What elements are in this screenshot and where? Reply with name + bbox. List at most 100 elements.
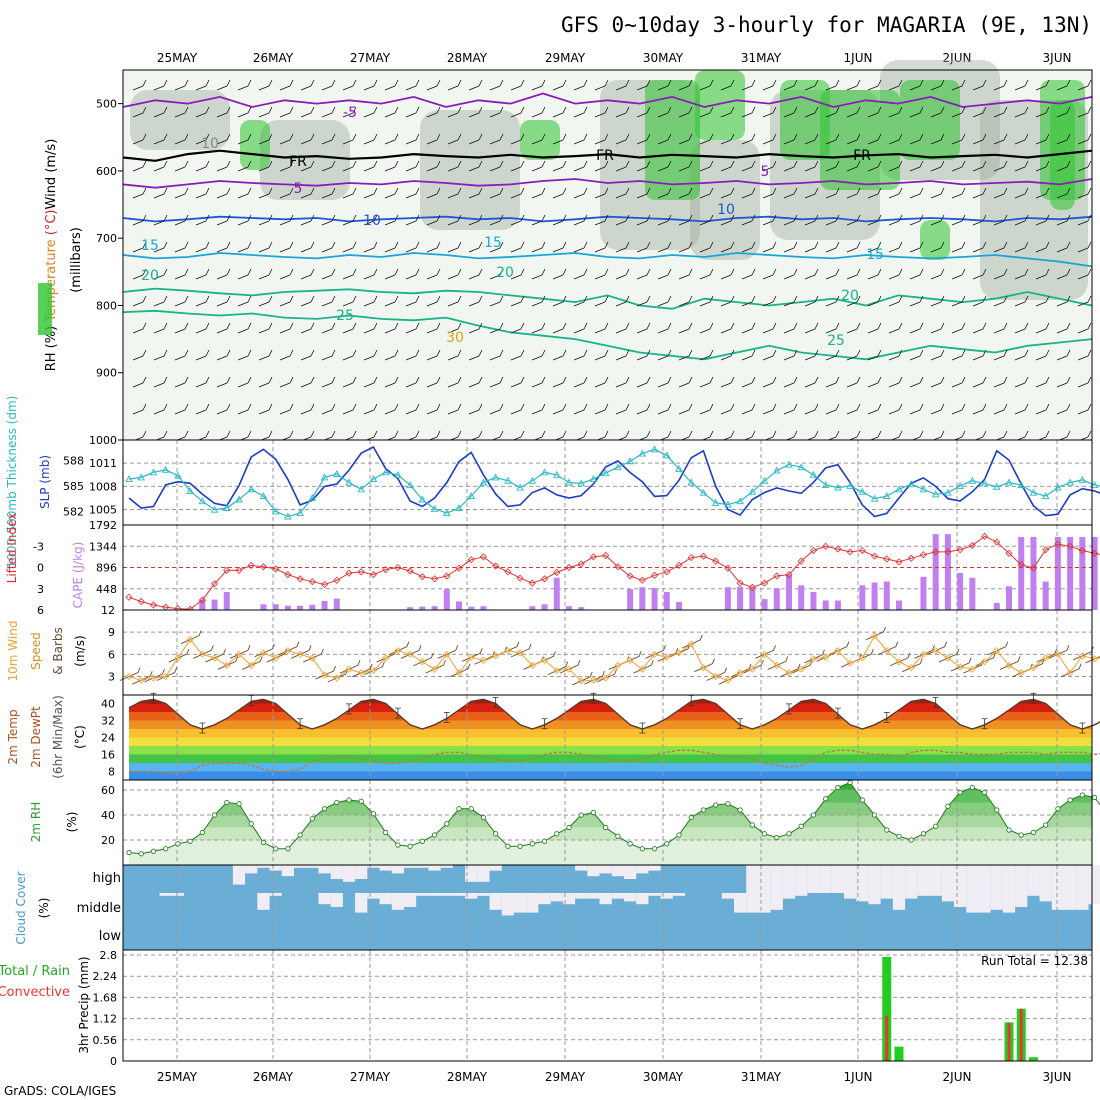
wind-barb xyxy=(972,268,987,280)
temperature-line xyxy=(128,698,1100,730)
clear-sky-cell xyxy=(416,865,429,868)
wind-barb xyxy=(999,656,1021,670)
wind-barb xyxy=(867,241,882,253)
clear-sky-cell xyxy=(978,865,991,893)
cape-bar xyxy=(773,588,780,610)
wind-speed-marker xyxy=(443,650,451,658)
wind-barb xyxy=(237,187,252,199)
clear-sky-cell xyxy=(636,893,649,905)
lifted-index-marker xyxy=(944,548,952,556)
wind-barb xyxy=(153,187,168,199)
wind-barb xyxy=(195,160,210,172)
clear-sky-cell xyxy=(1088,893,1100,905)
wind-barb xyxy=(741,106,756,118)
wind-barb xyxy=(694,658,715,673)
wind-barb xyxy=(972,241,987,253)
wind-speed-marker xyxy=(944,654,952,662)
wind-barb xyxy=(552,349,567,361)
temperature-band xyxy=(129,746,1092,755)
wind-speed-marker xyxy=(846,659,854,667)
clear-sky-cell xyxy=(294,865,307,868)
lifted-index-tick-label: -3 xyxy=(33,540,44,553)
thickness-tick-label: 582 xyxy=(63,505,84,518)
rh-marker xyxy=(199,829,205,836)
wind-barb xyxy=(489,349,504,361)
humidity-shading xyxy=(690,140,760,260)
clear-sky-cell xyxy=(917,865,930,893)
wind-barb xyxy=(699,187,714,199)
wind-barb xyxy=(783,106,798,118)
thickness-marker xyxy=(858,487,867,495)
wind-barb xyxy=(279,214,294,226)
thickness-marker xyxy=(993,482,1001,490)
wind-barb xyxy=(237,403,252,415)
clear-sky-cell xyxy=(440,893,453,896)
wind-barb xyxy=(510,133,525,145)
wind-speed-marker xyxy=(785,669,793,677)
cape-bar xyxy=(822,600,829,610)
thickness-marker xyxy=(821,481,830,488)
wind-barb xyxy=(783,241,798,253)
wind-barb xyxy=(1035,133,1050,145)
clear-sky-cell xyxy=(550,893,563,902)
lifted-index-marker xyxy=(504,568,512,576)
rh-marker xyxy=(639,846,645,852)
contour-label: 15 xyxy=(866,247,884,263)
bottom-date-label: 1JUN xyxy=(844,1070,873,1084)
wind-barb xyxy=(193,645,214,659)
clear-sky-cell xyxy=(844,893,857,899)
cape-bar xyxy=(1006,586,1012,610)
wind-barb xyxy=(174,295,189,307)
wind-barb xyxy=(216,376,231,388)
thickness-marker xyxy=(210,505,219,513)
wind-barb xyxy=(825,349,840,361)
thickness-marker xyxy=(601,469,610,477)
wind-barb xyxy=(468,160,483,172)
thickness-marker xyxy=(333,470,341,477)
wind-barb xyxy=(321,268,336,280)
thickness-marker xyxy=(284,512,292,520)
thickness-marker xyxy=(430,504,439,512)
wind-barb xyxy=(364,661,385,676)
wind-barb xyxy=(510,214,525,226)
top-date-label: 2JUN xyxy=(943,51,972,65)
thickness-line xyxy=(128,448,1100,518)
wind-barb xyxy=(867,403,882,415)
wind-barb xyxy=(930,187,945,199)
wind-barb xyxy=(468,268,483,280)
wind-barb xyxy=(342,322,357,334)
thickness-marker xyxy=(149,468,158,476)
wind-barb xyxy=(909,106,924,118)
wind-barb xyxy=(132,79,147,91)
wind-barb xyxy=(938,648,960,663)
clear-sky-cell xyxy=(391,893,404,910)
wind-barb xyxy=(426,241,441,253)
precip-tick-label: 1.68 xyxy=(93,991,118,1004)
wind-barb xyxy=(633,659,654,674)
wind-speed-marker xyxy=(834,647,842,655)
wind-barb xyxy=(951,187,966,199)
clear-sky-cell xyxy=(465,865,478,882)
rh-marker xyxy=(1006,827,1012,833)
rh-marker xyxy=(493,831,499,837)
clear-sky-cell xyxy=(941,893,954,902)
wind-barb xyxy=(678,160,693,172)
wind-barb xyxy=(216,349,231,361)
wind-panel: 3 6 9 12 10m Wind Speed & Barbs (m/s) xyxy=(6,604,1100,696)
wind-barb xyxy=(972,322,987,334)
wind-barb xyxy=(783,403,798,415)
wind-barb xyxy=(174,403,189,415)
humidity-shading xyxy=(420,110,520,230)
wind-barb xyxy=(216,295,231,307)
wind-barb xyxy=(1077,268,1092,280)
wind-barb xyxy=(951,106,966,118)
slp-thickness-panel: 582 585 588 1005 1008 1011 1000-500mb Thicknes… xyxy=(5,396,1100,568)
wind-barb xyxy=(180,630,202,644)
wind-barb xyxy=(552,79,567,91)
clear-sky-cell xyxy=(404,893,417,907)
wind-barb xyxy=(615,295,630,307)
thickness-marker xyxy=(296,509,304,517)
wind-barb xyxy=(195,214,210,226)
wind-barb xyxy=(636,241,651,253)
wind-speed-marker xyxy=(198,650,206,658)
